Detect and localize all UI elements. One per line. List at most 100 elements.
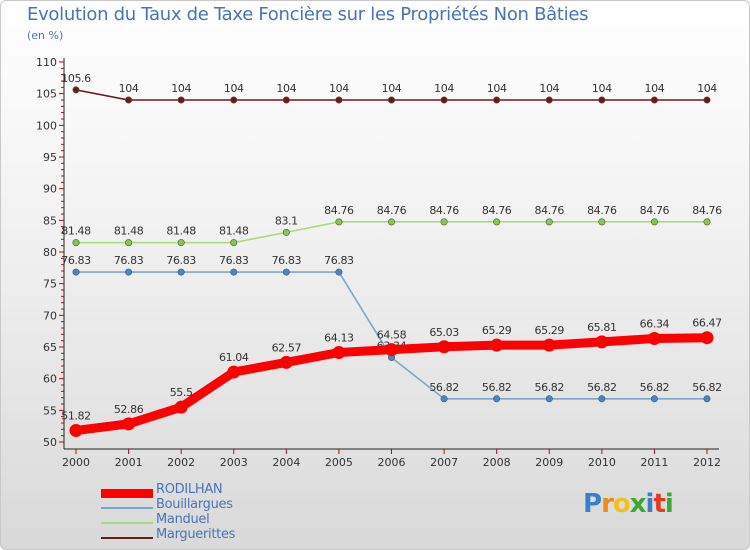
chart-title: Evolution du Taux de Taxe Foncière sur l… <box>27 4 589 25</box>
data-point-marguerittes <box>493 96 501 104</box>
legend-swatch <box>101 507 153 509</box>
data-point-marguerittes <box>72 86 80 94</box>
y-tick-label: 55 <box>43 404 57 417</box>
data-point-manduel <box>545 218 553 226</box>
legend-swatch <box>101 537 153 539</box>
data-label-manduel: 84.76 <box>640 204 670 217</box>
data-point-manduel <box>335 218 343 226</box>
data-point-rodilhan <box>385 343 398 357</box>
data-point-marguerittes <box>387 96 395 104</box>
legend-label: RODILHAN <box>156 482 223 497</box>
y-tick-label: 90 <box>43 183 57 196</box>
data-label-bouillargues: 56.82 <box>587 381 617 394</box>
data-label-rodilhan: 61.04 <box>219 351 249 364</box>
data-label-manduel: 84.76 <box>324 204 354 217</box>
x-tick-label: 2009 <box>535 456 563 469</box>
data-label-bouillargues: 56.82 <box>640 381 670 394</box>
x-tick-label: 2010 <box>588 456 616 469</box>
data-point-marguerittes <box>598 96 606 104</box>
data-point-rodilhan <box>332 346 346 360</box>
x-tick-label: 2012 <box>693 456 721 469</box>
data-label-rodilhan: 62.57 <box>272 341 302 354</box>
x-tick-label: 2002 <box>167 456 195 469</box>
data-point-bouillargues <box>440 395 448 403</box>
chart-unit-label: (en %) <box>27 29 64 42</box>
proxiti-logo: Proxiti <box>583 489 674 519</box>
data-label-bouillargues: 76.83 <box>166 254 196 267</box>
data-point-bouillargues <box>230 268 238 276</box>
data-label-marguerittes: 104 <box>224 82 244 95</box>
data-point-bouillargues <box>177 268 185 276</box>
logo-letter: t <box>653 489 665 519</box>
data-label-manduel: 81.48 <box>219 225 249 238</box>
y-tick-label: 50 <box>43 436 57 449</box>
data-point-marguerittes <box>545 96 553 104</box>
y-tick-label: 85 <box>43 214 57 227</box>
data-label-manduel: 84.76 <box>429 204 459 217</box>
legend-label: Manduel <box>156 512 210 527</box>
data-point-manduel <box>387 218 395 226</box>
data-label-manduel: 81.48 <box>114 225 144 238</box>
data-point-rodilhan <box>437 340 451 354</box>
data-point-manduel <box>703 218 711 226</box>
data-label-manduel: 84.76 <box>692 204 722 217</box>
data-point-manduel <box>177 239 185 247</box>
data-point-rodilhan <box>279 355 293 369</box>
data-point-bouillargues <box>703 395 711 403</box>
data-label-rodilhan: 55.5 <box>170 386 193 399</box>
data-label-manduel: 81.48 <box>61 225 91 238</box>
data-point-manduel <box>493 218 501 226</box>
data-point-bouillargues <box>72 268 80 276</box>
data-label-rodilhan: 64.58 <box>377 329 407 342</box>
y-tick-label: 70 <box>43 309 57 322</box>
data-label-rodilhan: 65.03 <box>429 326 459 339</box>
data-point-manduel <box>230 239 238 247</box>
data-point-rodilhan <box>69 423 83 437</box>
y-tick-label: 110 <box>36 56 57 69</box>
y-tick-label: 105 <box>36 88 57 101</box>
logo-letter: x <box>629 489 647 519</box>
data-point-manduel <box>650 218 658 226</box>
data-point-marguerittes <box>650 96 658 104</box>
y-tick-label: 75 <box>43 278 57 291</box>
data-label-bouillargues: 56.82 <box>482 381 512 394</box>
legend-swatch <box>101 489 153 498</box>
data-point-rodilhan <box>542 338 556 352</box>
legend-label: Marguerittes <box>156 527 236 542</box>
data-point-marguerittes <box>177 96 185 104</box>
y-tick-label: 65 <box>43 341 57 354</box>
legend-swatch <box>101 522 153 524</box>
data-label-bouillargues: 56.82 <box>535 381 565 394</box>
x-tick-label: 2011 <box>640 456 668 469</box>
legend-label: Bouillargues <box>156 497 233 512</box>
data-label-marguerittes: 104 <box>382 82 402 95</box>
data-point-rodilhan <box>174 400 188 414</box>
data-label-rodilhan: 51.82 <box>61 409 91 422</box>
data-label-rodilhan: 65.81 <box>587 321 617 334</box>
y-tick-label: 60 <box>43 373 57 386</box>
logo-letter: i <box>664 489 674 519</box>
x-tick-label: 2000 <box>62 456 90 469</box>
data-label-bouillargues: 76.83 <box>324 254 354 267</box>
data-point-marguerittes <box>282 96 290 104</box>
x-tick-label: 2001 <box>115 456 143 469</box>
data-point-bouillargues <box>650 395 658 403</box>
data-point-manduel <box>72 239 80 247</box>
data-label-manduel: 84.76 <box>535 204 565 217</box>
data-point-bouillargues <box>598 395 606 403</box>
data-point-rodilhan <box>700 331 714 345</box>
data-label-manduel: 83.1 <box>275 214 298 227</box>
data-label-manduel: 84.76 <box>482 204 512 217</box>
data-label-bouillargues: 76.83 <box>114 254 144 267</box>
data-point-bouillargues <box>335 268 343 276</box>
data-label-manduel: 84.76 <box>587 204 617 217</box>
data-label-marguerittes: 104 <box>119 82 139 95</box>
data-label-bouillargues: 76.83 <box>272 254 302 267</box>
data-point-marguerittes <box>703 96 711 104</box>
data-label-rodilhan: 64.13 <box>324 332 354 345</box>
data-point-bouillargues <box>493 395 501 403</box>
data-label-bouillargues: 56.82 <box>692 381 722 394</box>
x-tick-label: 2004 <box>272 456 300 469</box>
